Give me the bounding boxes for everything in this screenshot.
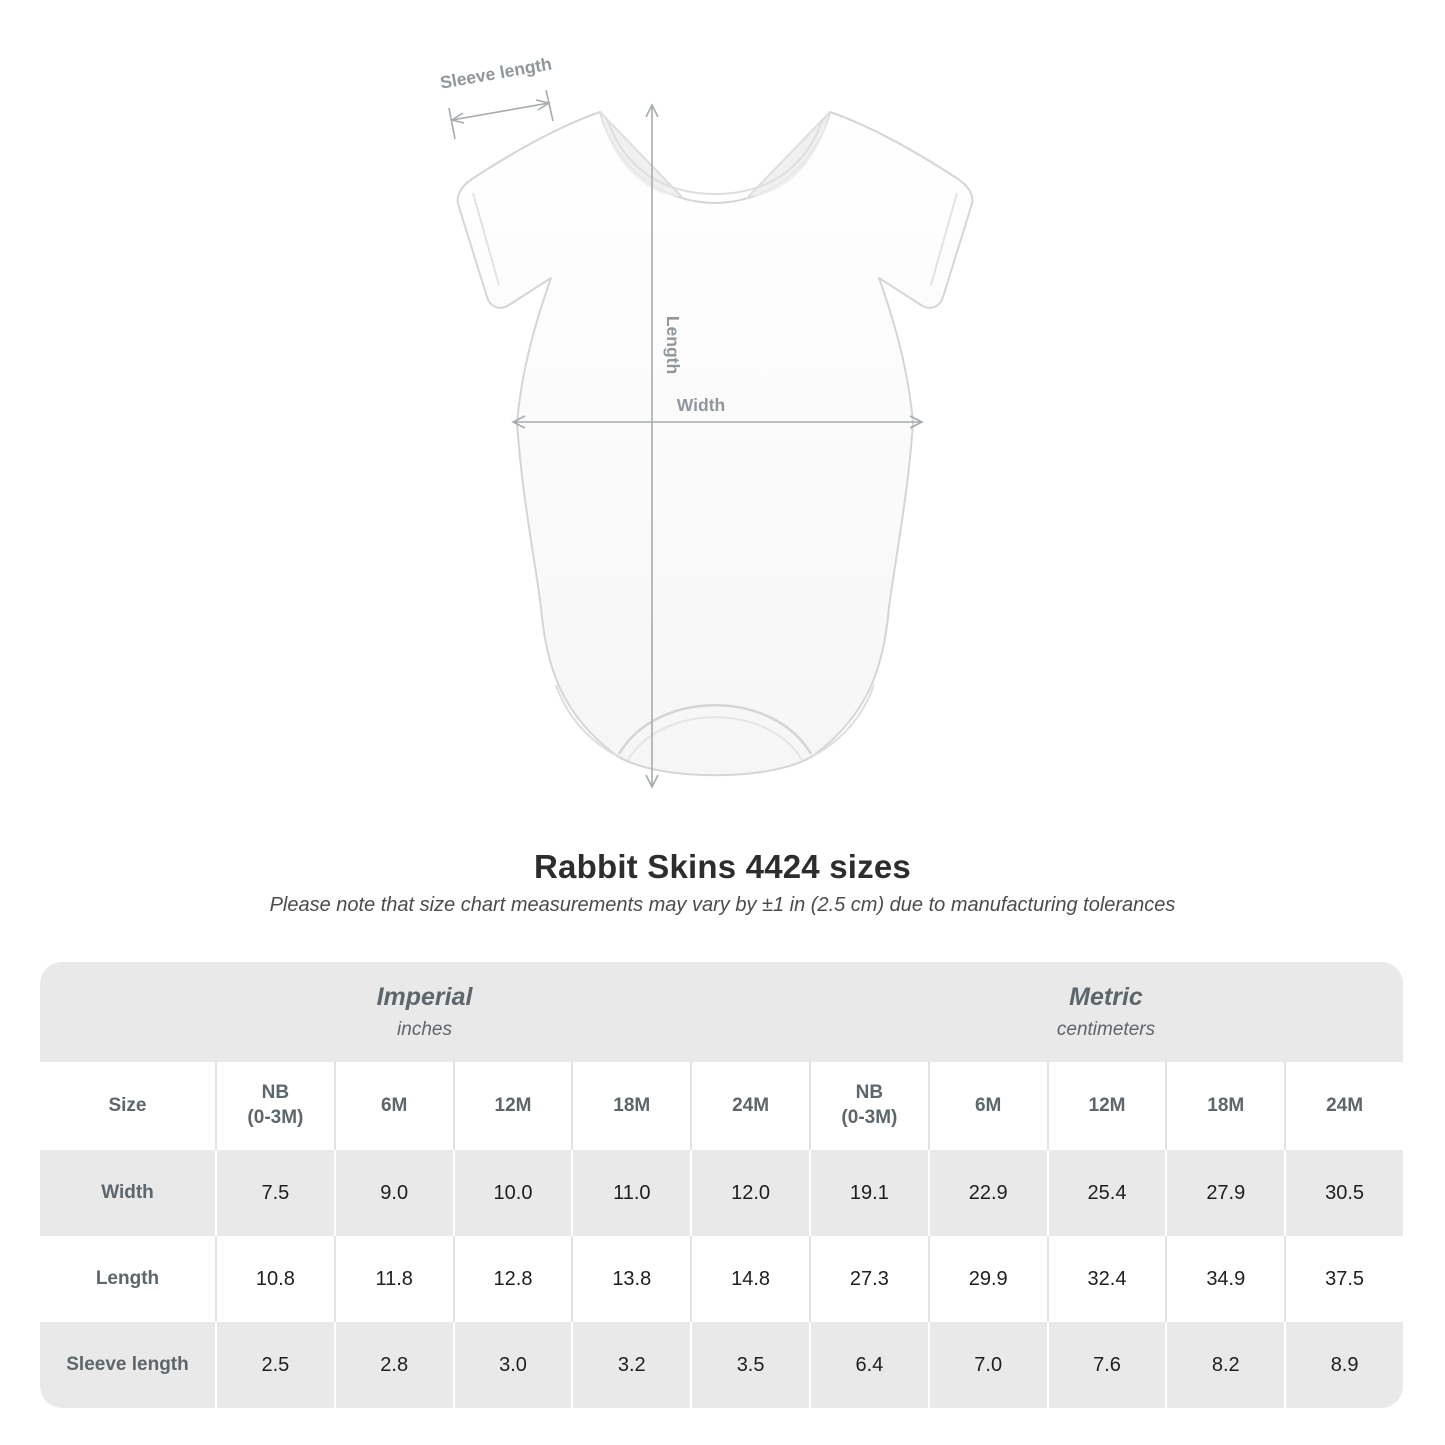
table-cell: 3.0 xyxy=(452,1322,572,1408)
imperial-label: Imperial xyxy=(376,983,473,1011)
table-cell: 29.9 xyxy=(927,1236,1047,1322)
table-cell: 37.5 xyxy=(1284,1236,1403,1322)
table-cell: 27.9 xyxy=(1165,1150,1285,1236)
table-cell: 2.8 xyxy=(333,1322,453,1408)
table-cell: 11.8 xyxy=(333,1236,453,1322)
bodysuit-image xyxy=(456,111,974,777)
column-header: 6M xyxy=(927,1062,1047,1150)
bodysuit-outline xyxy=(456,111,974,777)
table-cell: 10.8 xyxy=(215,1236,334,1322)
length-arrow xyxy=(645,103,659,789)
crotch-flap-inner xyxy=(627,716,803,761)
table-cell: 12.8 xyxy=(452,1236,572,1322)
column-header: 12M xyxy=(1046,1062,1166,1150)
sleeve-length-arrow xyxy=(448,89,554,140)
table-cell: 14.8 xyxy=(690,1236,809,1322)
column-header: 18M xyxy=(571,1062,691,1150)
table-cell: 22.9 xyxy=(927,1150,1047,1236)
left-flap-edge xyxy=(599,111,683,198)
table-cell: 19.1 xyxy=(809,1150,928,1236)
bodysuit-svg: Sleeve length Length Width xyxy=(439,53,974,789)
table-cell: 27.3 xyxy=(809,1236,928,1322)
table-cell: 3.5 xyxy=(690,1322,809,1408)
width-arrow xyxy=(511,415,924,429)
crotch-flap-arch xyxy=(617,704,813,755)
page-title: Rabbit Skins 4424 sizes xyxy=(534,848,911,885)
imperial-unit-label: inches xyxy=(397,1019,452,1040)
table-cell: 2.5 xyxy=(215,1322,334,1408)
length-label: Length xyxy=(663,316,683,374)
unit-group-imperial: Imperial inches xyxy=(40,962,809,1062)
table-cell: 13.8 xyxy=(571,1236,691,1322)
size-chart-table: Imperial inches Metric centimeters Size … xyxy=(40,962,1403,1408)
column-header: NB (0-3M) xyxy=(809,1062,928,1150)
column-header: NB (0-3M) xyxy=(215,1062,334,1150)
sleeve-length-label: Sleeve length xyxy=(439,55,554,93)
row-label-length: Length xyxy=(40,1236,215,1322)
table-cell: 25.4 xyxy=(1046,1150,1166,1236)
right-flap-edge xyxy=(747,111,831,198)
table-cell: 32.4 xyxy=(1046,1236,1166,1322)
page-subtitle: Please note that size chart measurements… xyxy=(269,894,1176,916)
table-cell: 34.9 xyxy=(1165,1236,1285,1322)
column-header: 12M xyxy=(452,1062,572,1150)
left-leg-hem xyxy=(555,684,618,757)
table-cell: 9.0 xyxy=(333,1150,453,1236)
table-cell: 7.5 xyxy=(215,1150,334,1236)
column-header: 6M xyxy=(333,1062,453,1150)
table-cell: 30.5 xyxy=(1284,1150,1403,1236)
table-cell: 7.6 xyxy=(1046,1322,1166,1408)
table-cell: 6.4 xyxy=(809,1322,928,1408)
table-cell: 11.0 xyxy=(571,1150,691,1236)
table-cell: 12.0 xyxy=(690,1150,809,1236)
neckband-line xyxy=(606,118,824,196)
unit-group-metric: Metric centimeters xyxy=(809,962,1403,1062)
right-sleeve-hem xyxy=(930,192,958,286)
table-cell: 10.0 xyxy=(452,1150,572,1236)
right-leg-hem xyxy=(812,684,875,757)
table-cell: 8.2 xyxy=(1165,1322,1285,1408)
size-row-label: Size xyxy=(40,1062,215,1150)
width-label: Width xyxy=(677,395,725,415)
column-header: 24M xyxy=(1284,1062,1403,1150)
left-sleeve-hem xyxy=(472,192,500,286)
table-cell: 8.9 xyxy=(1284,1322,1403,1408)
metric-label: Metric xyxy=(1069,983,1143,1011)
metric-unit-label: centimeters xyxy=(1056,1019,1156,1040)
bodysuit-diagram: Sleeve length Length Width xyxy=(410,53,1010,803)
table-cell: 3.2 xyxy=(571,1322,691,1408)
table-cell: 7.0 xyxy=(927,1322,1047,1408)
column-header: 18M xyxy=(1165,1062,1285,1150)
row-label-sleeve-length: Sleeve length xyxy=(40,1322,215,1408)
column-header: 24M xyxy=(690,1062,809,1150)
measurement-annotations xyxy=(448,89,924,789)
row-label-width: Width xyxy=(40,1150,215,1236)
